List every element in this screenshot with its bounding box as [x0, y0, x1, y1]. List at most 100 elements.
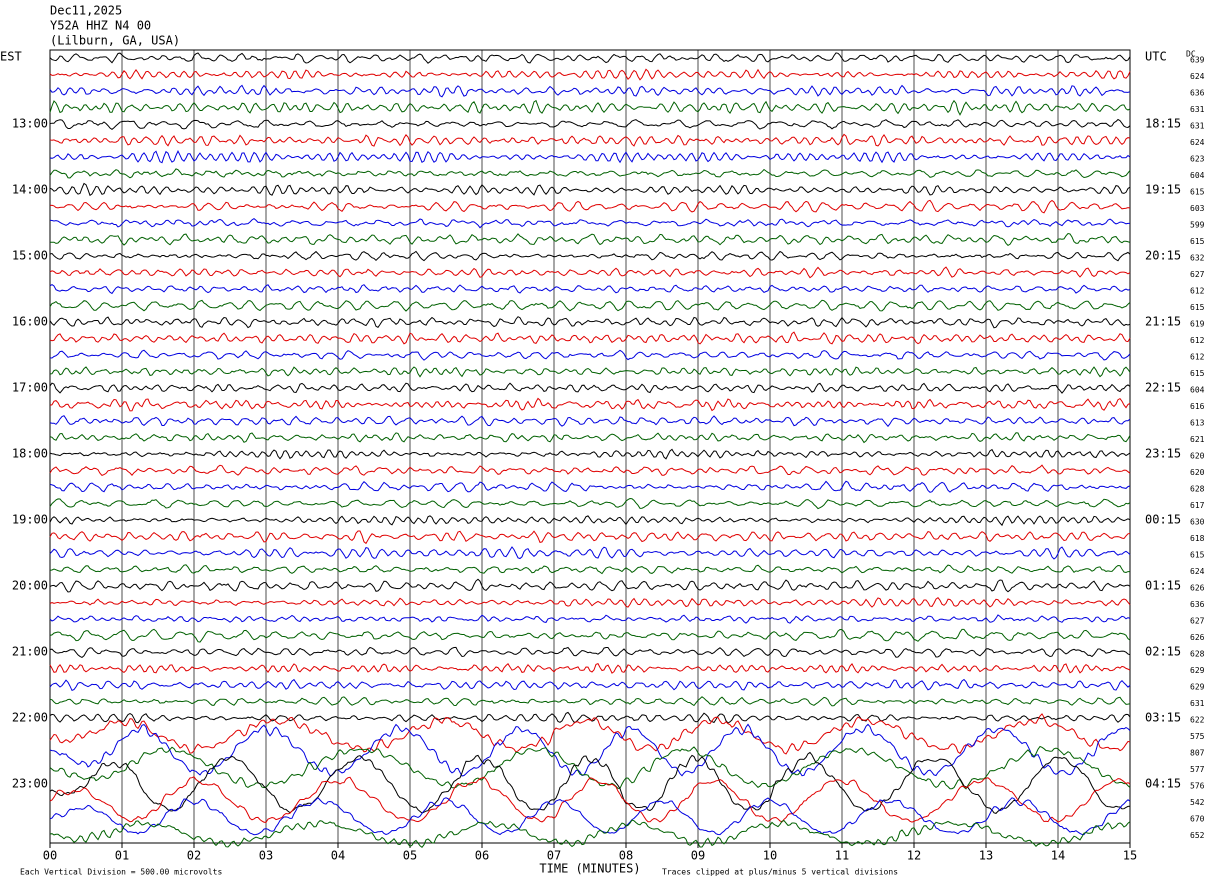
dc-value: 612	[1190, 336, 1205, 345]
x-tick-label: 14	[1051, 849, 1065, 863]
trace	[49, 564, 1130, 575]
x-tick-label: 15	[1123, 849, 1137, 863]
dc-value: 615	[1190, 303, 1205, 312]
utc-time: 23:15	[1145, 447, 1181, 461]
dc-value: 636	[1190, 600, 1205, 609]
x-tick-label: 09	[691, 849, 705, 863]
x-tick-label: 04	[331, 849, 345, 863]
trace	[49, 797, 1131, 836]
trace	[49, 182, 1131, 197]
trace	[49, 316, 1131, 329]
utc-time: 18:15	[1145, 117, 1181, 131]
dc-value: 628	[1190, 485, 1205, 494]
x-tick-label: 03	[259, 849, 273, 863]
trace	[49, 776, 1131, 823]
dc-value: 628	[1190, 650, 1205, 659]
x-tick-label: 01	[115, 849, 129, 863]
dc-value: 604	[1190, 171, 1205, 180]
dc-value: 636	[1190, 89, 1205, 98]
est-time: 16:00	[12, 315, 48, 329]
trace	[49, 819, 1131, 848]
trace	[49, 199, 1131, 214]
trace	[49, 432, 1131, 444]
trace	[49, 250, 1131, 262]
utc-time: 20:15	[1145, 249, 1181, 263]
utc-time: 02:15	[1145, 645, 1181, 659]
x-tick-label: 06	[475, 849, 489, 863]
trace	[49, 480, 1131, 493]
est-time: 21:00	[12, 645, 48, 659]
trace	[50, 232, 1131, 247]
trace	[49, 415, 1131, 428]
trace	[49, 646, 1131, 658]
est-time: 20:00	[12, 579, 48, 593]
dc-value: 631	[1190, 122, 1205, 131]
trace	[49, 614, 1131, 624]
utc-time: 22:15	[1145, 381, 1181, 395]
dc-value: 599	[1190, 221, 1205, 230]
x-tick-label: 13	[979, 849, 993, 863]
dc-value: 575	[1190, 732, 1205, 741]
trace	[49, 678, 1131, 692]
trace	[49, 68, 1131, 81]
trace	[49, 497, 1131, 510]
dc-value: 652	[1190, 831, 1205, 840]
trace	[49, 628, 1131, 643]
dc-value: 617	[1190, 501, 1205, 510]
dc-value: 621	[1190, 435, 1205, 444]
dc-value: 612	[1190, 353, 1205, 362]
trace	[49, 118, 1131, 131]
trace	[49, 448, 1131, 460]
dc-value: 670	[1190, 815, 1205, 824]
dc-value: 615	[1190, 188, 1205, 197]
dc-value: 626	[1190, 584, 1205, 593]
dc-value: 627	[1190, 270, 1205, 279]
dc-value: 620	[1190, 452, 1205, 461]
dc-value: 612	[1190, 287, 1205, 296]
footer-scale: Each Vertical Division = 500.00 microvol…	[20, 868, 222, 877]
trace	[49, 713, 1131, 755]
footer-clip: Traces clipped at plus/minus 5 vertical …	[662, 868, 898, 877]
dc-value: 615	[1190, 369, 1205, 378]
est-time: 14:00	[12, 183, 48, 197]
utc-time: 03:15	[1145, 711, 1181, 725]
trace	[49, 217, 1130, 229]
dc-value: 615	[1190, 551, 1205, 560]
trace	[49, 397, 1131, 412]
trace	[49, 99, 1131, 116]
utc-time: 21:15	[1145, 315, 1181, 329]
x-tick-label: 12	[907, 849, 921, 863]
dc-value: 613	[1190, 419, 1205, 428]
dc-value: 629	[1190, 666, 1205, 675]
location: (Lilburn, GA, USA)	[50, 34, 180, 48]
trace	[49, 530, 1131, 545]
dc-value: 632	[1190, 254, 1205, 263]
trace	[49, 150, 1131, 164]
dc-value: 622	[1190, 716, 1205, 725]
trace	[49, 284, 1131, 295]
dc-value: 623	[1190, 155, 1205, 164]
est-time: 13:00	[12, 117, 48, 131]
dc-value: 620	[1190, 468, 1205, 477]
trace	[49, 751, 1131, 814]
trace	[49, 696, 1131, 707]
trace	[49, 52, 1131, 64]
trace	[49, 168, 1131, 179]
x-tick-label: 02	[187, 849, 201, 863]
trace	[49, 711, 1131, 724]
x-tick-label: 10	[763, 849, 777, 863]
x-tick-label: 11	[835, 849, 849, 863]
dc-value: 604	[1190, 386, 1205, 395]
dc-value: 615	[1190, 237, 1205, 246]
trace	[49, 84, 1131, 98]
trace	[49, 597, 1131, 608]
trace	[49, 662, 1131, 674]
dc-value: 577	[1190, 765, 1205, 774]
utc-time: 04:15	[1145, 777, 1181, 791]
trace	[49, 464, 1131, 476]
date: Dec11,2025	[50, 4, 122, 18]
trace	[49, 331, 1131, 345]
est-time: 19:00	[12, 513, 48, 527]
trace	[49, 349, 1131, 361]
trace	[49, 133, 1131, 147]
